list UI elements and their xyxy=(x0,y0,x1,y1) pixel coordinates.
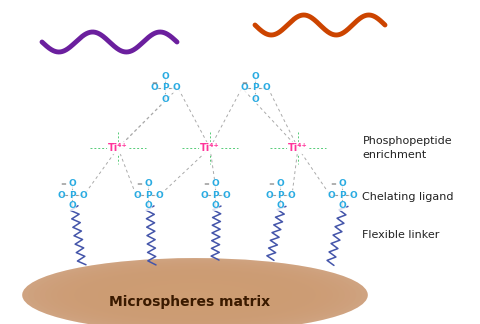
Text: O: O xyxy=(338,179,346,189)
Text: O: O xyxy=(211,179,219,189)
Text: O: O xyxy=(251,73,259,82)
Ellipse shape xyxy=(183,293,206,297)
Text: =: = xyxy=(136,181,142,187)
Text: P: P xyxy=(276,191,283,200)
Text: O: O xyxy=(200,191,208,200)
Text: O: O xyxy=(155,191,163,200)
Ellipse shape xyxy=(189,294,201,296)
Ellipse shape xyxy=(108,276,281,313)
Text: Microspheres matrix: Microspheres matrix xyxy=(109,295,271,309)
Text: =: = xyxy=(268,181,274,187)
Ellipse shape xyxy=(155,286,235,304)
Text: O: O xyxy=(287,191,295,200)
Ellipse shape xyxy=(57,265,333,324)
Ellipse shape xyxy=(149,285,241,305)
Text: =: = xyxy=(151,80,157,86)
Ellipse shape xyxy=(172,290,218,300)
Text: P: P xyxy=(339,191,345,200)
Text: O: O xyxy=(161,95,169,103)
Text: P: P xyxy=(162,84,168,92)
Text: Flexible linker: Flexible linker xyxy=(362,230,440,240)
Text: O: O xyxy=(133,191,141,200)
Text: O: O xyxy=(144,202,152,211)
Text: O: O xyxy=(211,202,219,211)
Ellipse shape xyxy=(80,270,310,319)
Ellipse shape xyxy=(166,289,224,301)
Text: Phosphopeptide
enrichment: Phosphopeptide enrichment xyxy=(362,136,452,160)
Text: O: O xyxy=(79,191,87,200)
Text: =: = xyxy=(60,181,66,187)
Text: P: P xyxy=(252,84,258,92)
Ellipse shape xyxy=(68,268,322,322)
Text: O: O xyxy=(172,84,180,92)
Ellipse shape xyxy=(34,260,356,324)
Ellipse shape xyxy=(22,258,368,324)
Ellipse shape xyxy=(160,288,229,302)
Text: O: O xyxy=(144,179,152,189)
Ellipse shape xyxy=(74,269,316,321)
Ellipse shape xyxy=(103,275,287,315)
Text: O: O xyxy=(240,84,248,92)
Text: O: O xyxy=(265,191,273,200)
Text: Ti⁴⁺: Ti⁴⁺ xyxy=(200,143,220,153)
Ellipse shape xyxy=(178,291,212,299)
Text: O: O xyxy=(338,202,346,211)
Text: Chelating ligand: Chelating ligand xyxy=(362,192,454,202)
Ellipse shape xyxy=(45,263,345,324)
Text: O: O xyxy=(349,191,357,200)
Ellipse shape xyxy=(39,262,350,324)
Text: P: P xyxy=(212,191,218,200)
Text: O: O xyxy=(161,73,169,82)
Ellipse shape xyxy=(97,274,293,316)
Text: O: O xyxy=(222,191,230,200)
Ellipse shape xyxy=(114,278,276,312)
Ellipse shape xyxy=(120,279,270,311)
Text: O: O xyxy=(276,202,284,211)
Text: O: O xyxy=(262,84,270,92)
Ellipse shape xyxy=(62,267,327,323)
Text: =: = xyxy=(330,181,336,187)
Text: Ti⁴⁺: Ti⁴⁺ xyxy=(108,143,128,153)
Ellipse shape xyxy=(91,273,299,317)
Text: P: P xyxy=(144,191,151,200)
Text: O: O xyxy=(150,84,158,92)
Text: O: O xyxy=(251,95,259,103)
Text: O: O xyxy=(327,191,335,200)
Text: O: O xyxy=(276,179,284,189)
Ellipse shape xyxy=(22,258,368,324)
Text: P: P xyxy=(69,191,75,200)
Ellipse shape xyxy=(51,264,339,324)
Ellipse shape xyxy=(143,284,247,306)
Ellipse shape xyxy=(28,259,362,324)
Text: =: = xyxy=(204,181,209,187)
Text: O: O xyxy=(68,179,76,189)
Text: Ti⁴⁺: Ti⁴⁺ xyxy=(288,143,308,153)
Ellipse shape xyxy=(85,272,304,318)
Ellipse shape xyxy=(126,280,264,310)
Ellipse shape xyxy=(132,282,258,308)
Ellipse shape xyxy=(137,283,252,307)
Text: O: O xyxy=(68,202,76,211)
Text: O: O xyxy=(57,191,65,200)
Text: =: = xyxy=(241,80,247,86)
